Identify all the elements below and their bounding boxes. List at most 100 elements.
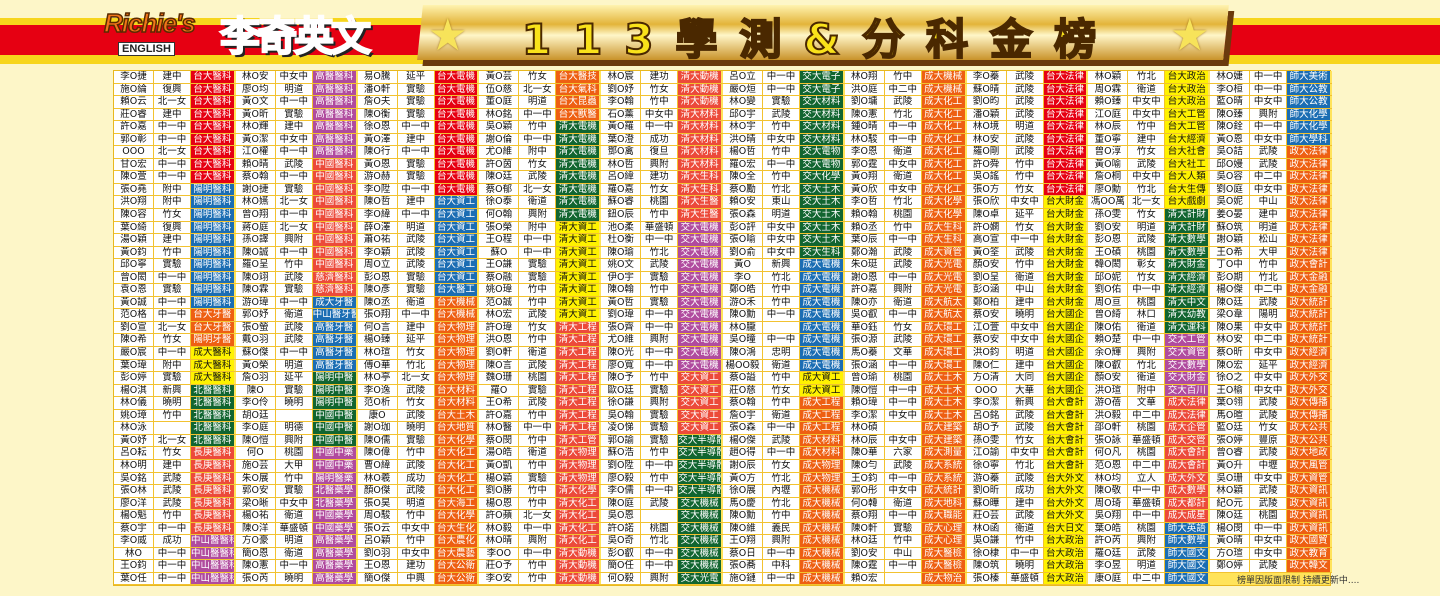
list-item: 游O蓁 武陵 台大外文: [966, 472, 1089, 486]
department-badge: 交大機械: [678, 547, 723, 560]
department-badge: 清大電機: [556, 158, 602, 171]
school-name: 竹中: [154, 510, 191, 522]
school-name: 中一中: [641, 321, 679, 334]
school-name: 中一中: [154, 309, 191, 321]
school-name: 竹中: [641, 96, 679, 108]
list-item: 徐O棣 中一中 台大政治: [966, 547, 1089, 561]
school-name: 復興: [154, 221, 191, 234]
student-name: 郭O安: [235, 485, 276, 497]
school-name: 中一中: [1006, 234, 1044, 246]
list-item: 張O欣 中女中 台大財金: [966, 196, 1089, 210]
student-name: 李O逸: [357, 384, 398, 397]
student-name: 吳O容: [1210, 171, 1251, 183]
list-item: 洪O鈞 明道 台大國企: [966, 347, 1089, 360]
student-name: 蘇O: [479, 246, 520, 259]
student-name: 張O欣: [966, 196, 1007, 209]
student-name: 羅O宏: [722, 158, 763, 171]
list-item: 洪O恩 竹中 清大工程: [479, 334, 602, 348]
department-badge: 成大醫科: [191, 372, 236, 384]
department-badge: 交大機械: [678, 535, 723, 547]
list-item: 謝O穎 松山 政大法律: [1210, 234, 1332, 247]
department-badge: 政大經濟: [1287, 359, 1332, 372]
department-badge: 台大國企: [1043, 384, 1089, 397]
school-name: 中一中: [275, 146, 313, 158]
department-badge: 台大經濟: [1165, 133, 1211, 146]
list-item: 邱O妮 竹女 清大經濟: [1088, 271, 1211, 285]
department-badge: 台大電機: [434, 133, 480, 146]
student-name: 陳O誠: [235, 246, 276, 259]
list-item: 陳O 實驗 陽明中醫: [235, 384, 358, 398]
school-name: 武陵: [275, 271, 313, 284]
list-item: 吳O謙 竹中 台大政治: [966, 535, 1089, 548]
student-name: 林O醫: [479, 422, 520, 434]
school-name: 中一中: [519, 522, 557, 535]
student-name: 李O緯: [357, 209, 398, 221]
student-name: 戴O羽: [235, 334, 276, 347]
list-item: 彭O涵 中山 台大財金: [966, 284, 1089, 297]
department-badge: 交大電機: [678, 259, 723, 271]
list-item: 張O齊 中一中 交大電機: [601, 321, 723, 335]
school-name: [762, 321, 800, 334]
list-item: 林O安 中女中 高醫醫科: [235, 71, 358, 84]
department-badge: 政大外交: [1287, 372, 1332, 384]
list-item: 陳O鴻 忠明 成大電機: [722, 347, 845, 360]
list-item: 蔡O謚 竹中 成大資工: [722, 372, 845, 385]
department-badge: 台大地質: [434, 422, 480, 434]
school-name: 竹北: [1006, 459, 1044, 472]
school-name: 興附: [641, 572, 679, 585]
department-badge: 成大生科: [921, 221, 967, 234]
school-name: [275, 409, 313, 422]
department-badge: 台大資工: [434, 234, 480, 246]
list-item: 林O晴 興附 清大化工: [479, 535, 602, 548]
school-name: 陽明: [1250, 309, 1288, 321]
department-badge: 成大土木: [921, 409, 967, 422]
list-item: 蘇O浩 竹中 交大半導體: [601, 447, 723, 460]
school-name: 建功: [641, 171, 679, 183]
department-badge: 成大醫科: [191, 347, 236, 359]
list-item: 林O翔 竹中 成大機械: [844, 71, 967, 84]
list-item: 鄧O禽 復旦 清大材料: [601, 146, 723, 159]
student-name: 林O嬿: [235, 196, 276, 209]
school-name: 竹中: [519, 434, 557, 447]
list-item: 蔡O宇 中一中 長庚醫科: [114, 522, 236, 536]
school-name: 中一中: [641, 459, 679, 472]
school-name: 中一中: [154, 271, 191, 284]
department-badge: 清大生醫: [678, 209, 723, 221]
department-badge: 清大資工: [556, 296, 602, 309]
department-badge: 陽明醫科: [191, 296, 236, 309]
school-name: 興附: [762, 535, 800, 547]
student-name: 吳O銘: [114, 472, 154, 485]
department-badge: 成大化工: [921, 158, 967, 171]
school-name: 竹中: [397, 535, 435, 547]
student-name: 陳O庭: [601, 497, 642, 510]
student-name: 傅O華: [357, 359, 398, 372]
school-name: 竹女: [641, 83, 679, 96]
list-item: 黃O恩 實驗 台大電機: [357, 158, 480, 172]
student-name: 陳O儒: [357, 434, 398, 447]
list-item: 周O駿 竹中 台大化學: [357, 510, 480, 523]
list-item: 王O榆 中女中 政大外交: [1210, 384, 1332, 398]
list-item: 陳O叡 竹北 交大數學: [1088, 359, 1211, 373]
list-item: 謝O珈 曉明 台大地質: [357, 422, 480, 435]
student-name: 邵O軒: [1088, 422, 1129, 434]
department-badge: 陽明醫科: [191, 259, 236, 271]
department-badge: 陽明醫科: [191, 246, 236, 259]
department-badge: 師大化學: [1287, 121, 1332, 133]
department-badge: 交大材料: [799, 96, 845, 108]
school-name: 竹北: [1128, 71, 1166, 83]
list-item: 呂O耘 竹女 長庚醫科: [114, 447, 236, 460]
school-name: 實驗: [641, 271, 679, 284]
list-item: 游O赫 實驗 台大電機: [357, 171, 480, 184]
department-badge: 交大資工: [678, 409, 723, 422]
department-badge: 高醫醫科: [312, 96, 358, 108]
list-item: 何O毅 興附 交大光電: [601, 572, 723, 586]
student-name: 蔡O郁: [479, 183, 520, 196]
list-item: 莊O慈 竹女 成大資工: [722, 384, 845, 398]
list-item: 顏O安 衛道 交大財金: [1088, 372, 1211, 385]
school-name: 桃園: [641, 196, 679, 209]
list-item: 李O威 成功 中山醫醫科: [114, 535, 236, 548]
school-name: 中一中: [154, 133, 191, 146]
list-item: 歐O廷 實驗 交大資工: [601, 384, 723, 398]
department-badge: 交大資工: [678, 422, 723, 434]
school-name: 延平: [1250, 359, 1288, 372]
